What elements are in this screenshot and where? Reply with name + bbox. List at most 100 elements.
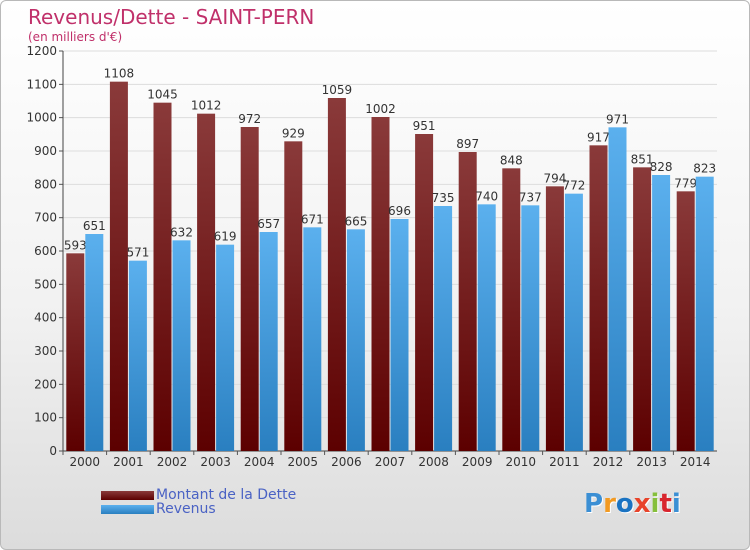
data-label: 971 — [606, 112, 629, 126]
legend-swatch-dette — [101, 491, 154, 500]
chart-subtitle: (en milliers d'€) — [28, 30, 123, 44]
y-tick-label: 600 — [34, 244, 57, 258]
bar-dette — [589, 145, 608, 452]
bar-dette — [109, 81, 128, 452]
y-tick-label: 900 — [34, 144, 57, 158]
x-tick-label: 2013 — [636, 455, 667, 469]
data-label: 671 — [301, 212, 324, 226]
y-tick-label: 1200 — [26, 44, 57, 58]
x-tick-label: 2012 — [593, 455, 624, 469]
data-label: 1012 — [191, 99, 222, 113]
logo-letter: i — [671, 489, 681, 519]
legend-swatch-revenus — [101, 505, 154, 514]
y-tick-label: 700 — [34, 211, 57, 225]
bar-dette — [197, 113, 216, 452]
logo-letter: r — [603, 489, 616, 519]
x-tick-label: 2010 — [506, 455, 537, 469]
bar-dette — [284, 141, 303, 452]
y-tick-label: 200 — [34, 377, 57, 391]
bar-revenus — [172, 240, 191, 451]
data-label: 848 — [500, 153, 523, 167]
logo-letter: o — [615, 489, 634, 519]
data-label: 735 — [432, 191, 455, 205]
proxiti-logo: Proxiti — [584, 489, 681, 519]
y-tick-label: 1000 — [26, 111, 57, 125]
y-tick-label: 0 — [49, 444, 57, 458]
bar-revenus — [434, 206, 453, 451]
bar-dette — [502, 168, 521, 452]
data-label: 772 — [562, 179, 585, 193]
bar-revenus — [128, 260, 147, 451]
x-tick-label: 2000 — [70, 455, 101, 469]
bar-revenus — [216, 244, 235, 451]
bar-revenus — [346, 229, 365, 451]
logo-letter: x — [633, 489, 651, 519]
data-label: 779 — [674, 176, 697, 190]
data-label: 665 — [344, 214, 367, 228]
bar-revenus — [608, 127, 627, 451]
data-label: 571 — [126, 246, 149, 260]
logo-letter: t — [659, 489, 672, 519]
y-tick-label: 1100 — [26, 77, 57, 91]
bar-dette — [633, 167, 652, 452]
bar-revenus — [390, 219, 409, 451]
data-label: 632 — [170, 225, 193, 239]
y-tick-label: 800 — [34, 177, 57, 191]
data-label: 696 — [388, 204, 411, 218]
bar-dette — [676, 191, 695, 452]
data-label: 823 — [693, 162, 716, 176]
data-label: 740 — [475, 189, 498, 203]
data-label: 1045 — [147, 88, 178, 102]
data-label: 1059 — [322, 83, 353, 97]
bar-revenus — [695, 176, 714, 451]
data-label: 897 — [456, 137, 479, 151]
bar-dette — [66, 253, 85, 451]
x-tick-label: 2009 — [462, 455, 493, 469]
x-tick-label: 2003 — [200, 455, 231, 469]
data-label: 1002 — [365, 102, 396, 116]
y-tick-label: 300 — [34, 344, 57, 358]
bar-dette — [327, 98, 346, 451]
x-tick-label: 2005 — [288, 455, 319, 469]
bar-dette — [371, 117, 390, 451]
x-tick-label: 2011 — [549, 455, 580, 469]
data-label: 951 — [413, 119, 436, 133]
bar-revenus — [477, 204, 496, 451]
y-tick-label: 500 — [34, 277, 57, 291]
data-label: 917 — [587, 130, 610, 144]
y-tick-label: 100 — [34, 411, 57, 425]
x-tick-label: 2007 — [375, 455, 406, 469]
chart-title: Revenus/Dette - SAINT-PERN — [28, 5, 315, 29]
bar-revenus — [521, 205, 540, 451]
x-tick-label: 2006 — [331, 455, 362, 469]
bar-revenus — [564, 193, 583, 451]
bar-dette — [240, 127, 259, 451]
bar-dette — [545, 186, 564, 452]
logo-letter: P — [584, 489, 604, 519]
bar-dette — [153, 102, 172, 452]
legend-label-revenus: Revenus — [156, 501, 216, 517]
data-label: 619 — [214, 230, 237, 244]
bar-dette — [415, 134, 434, 451]
x-tick-label: 2002 — [157, 455, 188, 469]
bar-revenus — [85, 234, 104, 451]
data-label: 972 — [238, 112, 261, 126]
bar-revenus — [652, 175, 671, 451]
x-tick-label: 2004 — [244, 455, 275, 469]
x-tick-label: 2008 — [418, 455, 449, 469]
logo-letter: i — [650, 489, 660, 519]
legend-label-dette: Montant de la Dette — [156, 487, 297, 503]
x-tick-label: 2001 — [113, 455, 144, 469]
y-tick-label: 400 — [34, 311, 57, 325]
data-label: 593 — [64, 238, 87, 252]
bar-dette — [458, 152, 477, 451]
data-label: 657 — [257, 217, 280, 231]
bar-revenus — [259, 232, 278, 451]
data-label: 737 — [519, 190, 542, 204]
data-label: 1108 — [104, 67, 135, 81]
x-tick-label: 2014 — [680, 455, 711, 469]
data-label: 828 — [650, 160, 673, 174]
data-label: 929 — [282, 126, 305, 140]
